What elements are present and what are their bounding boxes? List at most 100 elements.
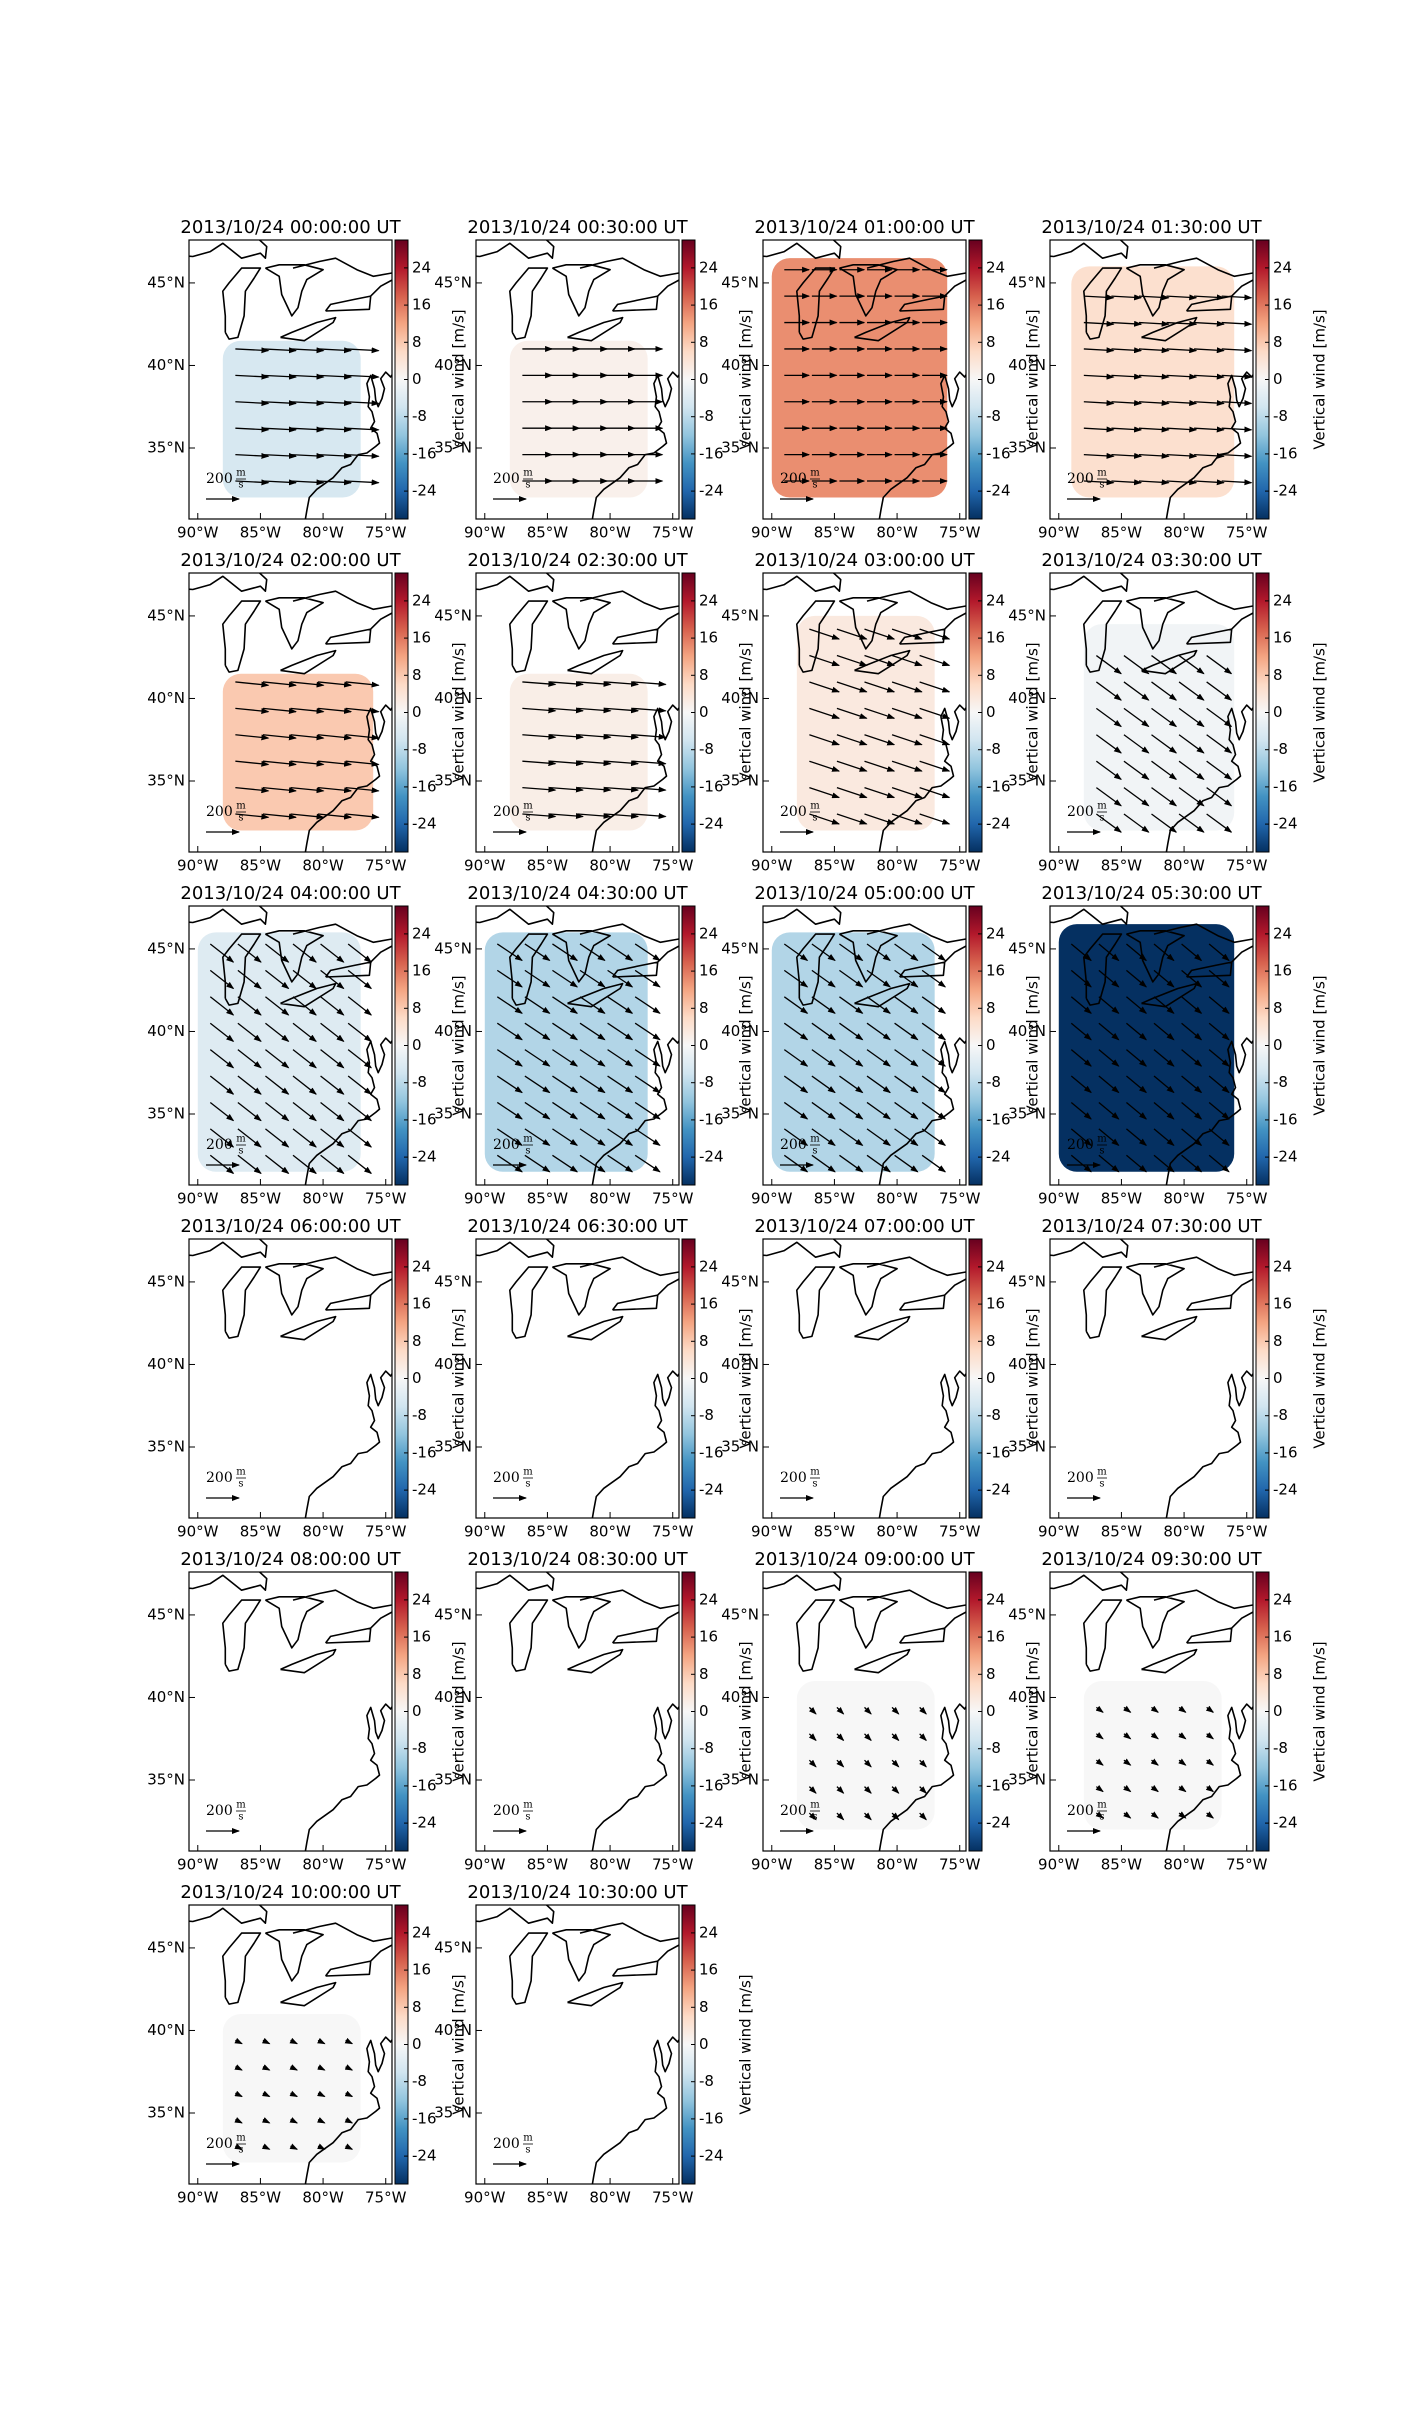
colorbar-tick-label: -24 xyxy=(699,815,724,833)
x-tick-label: 90°W xyxy=(751,1856,793,1874)
quiver-key-value: 200 xyxy=(493,1803,520,1819)
x-tick-label: 80°W xyxy=(589,1523,631,1541)
wind-arrow xyxy=(921,1049,947,1067)
wind-arrow xyxy=(1095,1732,1104,1740)
quiver-key-unit-num: m xyxy=(523,468,533,479)
quiver-key-unit-den: s xyxy=(1099,480,1104,491)
wind-arrow xyxy=(1208,1049,1230,1067)
colorbar-tick-label: -24 xyxy=(412,1814,437,1832)
y-tick-label: 45°N xyxy=(721,1605,759,1623)
x-tick-label: 75°W xyxy=(939,1190,981,1208)
panel-title: 2013/10/24 08:00:00 UT xyxy=(180,1549,401,1570)
quiver-key-value: 200 xyxy=(1067,471,1094,487)
colorbar-tick-label: 8 xyxy=(699,1998,709,2016)
y-tick-label: 45°N xyxy=(147,1605,185,1623)
wind-arrow xyxy=(607,969,634,988)
wind-arrow xyxy=(1150,1732,1159,1740)
map-area xyxy=(189,573,392,852)
wind-region xyxy=(771,932,935,1172)
y-tick-label: 45°N xyxy=(434,1938,472,1956)
x-tick-label: 80°W xyxy=(589,857,631,875)
colorbar-tick-label: -16 xyxy=(699,2109,724,2127)
map-panel: 2013/10/24 08:00:00 UT 35°N 40°N 45°N 90°W 85… xyxy=(147,1549,467,1874)
wind-arrow xyxy=(1208,996,1230,1014)
wind-arrow xyxy=(1153,996,1175,1014)
wind-arrow xyxy=(345,400,380,407)
wind-arrow xyxy=(1178,787,1205,807)
y-tick-label: 45°N xyxy=(434,1605,472,1623)
x-tick-label: 85°W xyxy=(240,1190,282,1208)
wind-arrow xyxy=(866,996,891,1014)
colorbar-tick-label: 24 xyxy=(986,591,1005,609)
colorbar-tick-label: 0 xyxy=(986,370,996,388)
y-tick-label: 45°N xyxy=(147,1272,185,1290)
wind-arrow xyxy=(579,943,606,962)
x-tick-label: 75°W xyxy=(652,1523,694,1541)
wind-arrow xyxy=(1083,294,1115,301)
wind-arrow xyxy=(345,786,380,794)
wind-arrow xyxy=(919,1786,927,1794)
wind-arrow xyxy=(552,996,579,1014)
colorbar-tick-label: -8 xyxy=(699,740,714,758)
x-tick-label: 85°W xyxy=(240,857,282,875)
y-tick-label: 35°N xyxy=(434,1771,472,1789)
wind-arrow xyxy=(262,734,297,741)
coastline xyxy=(763,240,966,519)
wind-arrow xyxy=(605,733,640,740)
colorbar-tick-label: -16 xyxy=(412,777,437,795)
colorbar-tick-label: 0 xyxy=(412,1036,422,1054)
wind-arrow xyxy=(811,943,836,962)
colorbar-tick-label: 8 xyxy=(1273,1332,1283,1350)
colorbar-label: Vertical wind [m/s] xyxy=(1024,309,1042,449)
wind-arrow xyxy=(318,681,353,688)
colorbar-tick-label: 16 xyxy=(1273,629,1292,647)
wind-arrow xyxy=(496,1128,523,1146)
wind-arrow xyxy=(320,969,345,990)
colorbar-tick-label: -24 xyxy=(986,1814,1011,1832)
colorbar-tick-label: 16 xyxy=(699,1628,718,1646)
colorbar-label: Vertical wind [m/s] xyxy=(1311,309,1329,449)
colorbar-tick-label: 16 xyxy=(699,1295,718,1313)
wind-arrow xyxy=(809,786,841,799)
x-tick-label: 75°W xyxy=(939,857,981,875)
y-tick-label: 35°N xyxy=(1008,772,1046,790)
colorbar-tick-label: -8 xyxy=(699,1406,714,1424)
colorbar-tick-label: 8 xyxy=(699,999,709,1017)
wind-arrow xyxy=(344,2117,354,2124)
wind-arrow xyxy=(345,479,380,486)
wind-arrow xyxy=(1208,943,1230,962)
wind-arrow xyxy=(1178,1784,1187,1793)
panel-title: 2013/10/24 01:30:00 UT xyxy=(1041,217,1262,238)
wind-arrow xyxy=(634,943,661,962)
y-tick-label: 40°N xyxy=(147,356,185,374)
y-tick-label: 35°N xyxy=(721,1438,759,1456)
colorbar-label: Vertical wind [m/s] xyxy=(450,1641,468,1781)
wind-arrow xyxy=(262,760,297,767)
wind-arrow xyxy=(522,680,557,687)
x-tick-label: 90°W xyxy=(751,857,793,875)
wind-arrow xyxy=(345,347,380,354)
coastline xyxy=(476,573,679,852)
colorbar-label: Vertical wind [m/s] xyxy=(737,642,755,782)
wind-arrow xyxy=(1083,347,1115,354)
x-tick-label: 75°W xyxy=(1226,1190,1268,1208)
wind-arrow xyxy=(265,1075,290,1095)
wind-arrow xyxy=(1098,1049,1120,1067)
wind-arrow xyxy=(292,1022,317,1042)
wind-arrow xyxy=(605,786,640,793)
wind-arrow xyxy=(811,969,836,988)
wind-arrow xyxy=(496,969,523,988)
wind-arrow xyxy=(265,969,290,990)
wind-arrow xyxy=(496,1154,523,1173)
wind-arrow xyxy=(836,1706,845,1715)
colorbar-tick-label: 16 xyxy=(1273,1295,1292,1313)
quiver-key-value: 200 xyxy=(206,1470,233,1486)
x-tick-label: 80°W xyxy=(589,524,631,542)
wind-arrow xyxy=(552,1075,579,1094)
wind-arrow xyxy=(919,654,951,667)
wind-arrow xyxy=(1178,707,1205,728)
colorbar-tick-label: 16 xyxy=(699,1961,718,1979)
wind-arrow xyxy=(1221,347,1253,354)
y-tick-label: 40°N xyxy=(1008,1022,1046,1040)
wind-arrow xyxy=(318,400,353,407)
